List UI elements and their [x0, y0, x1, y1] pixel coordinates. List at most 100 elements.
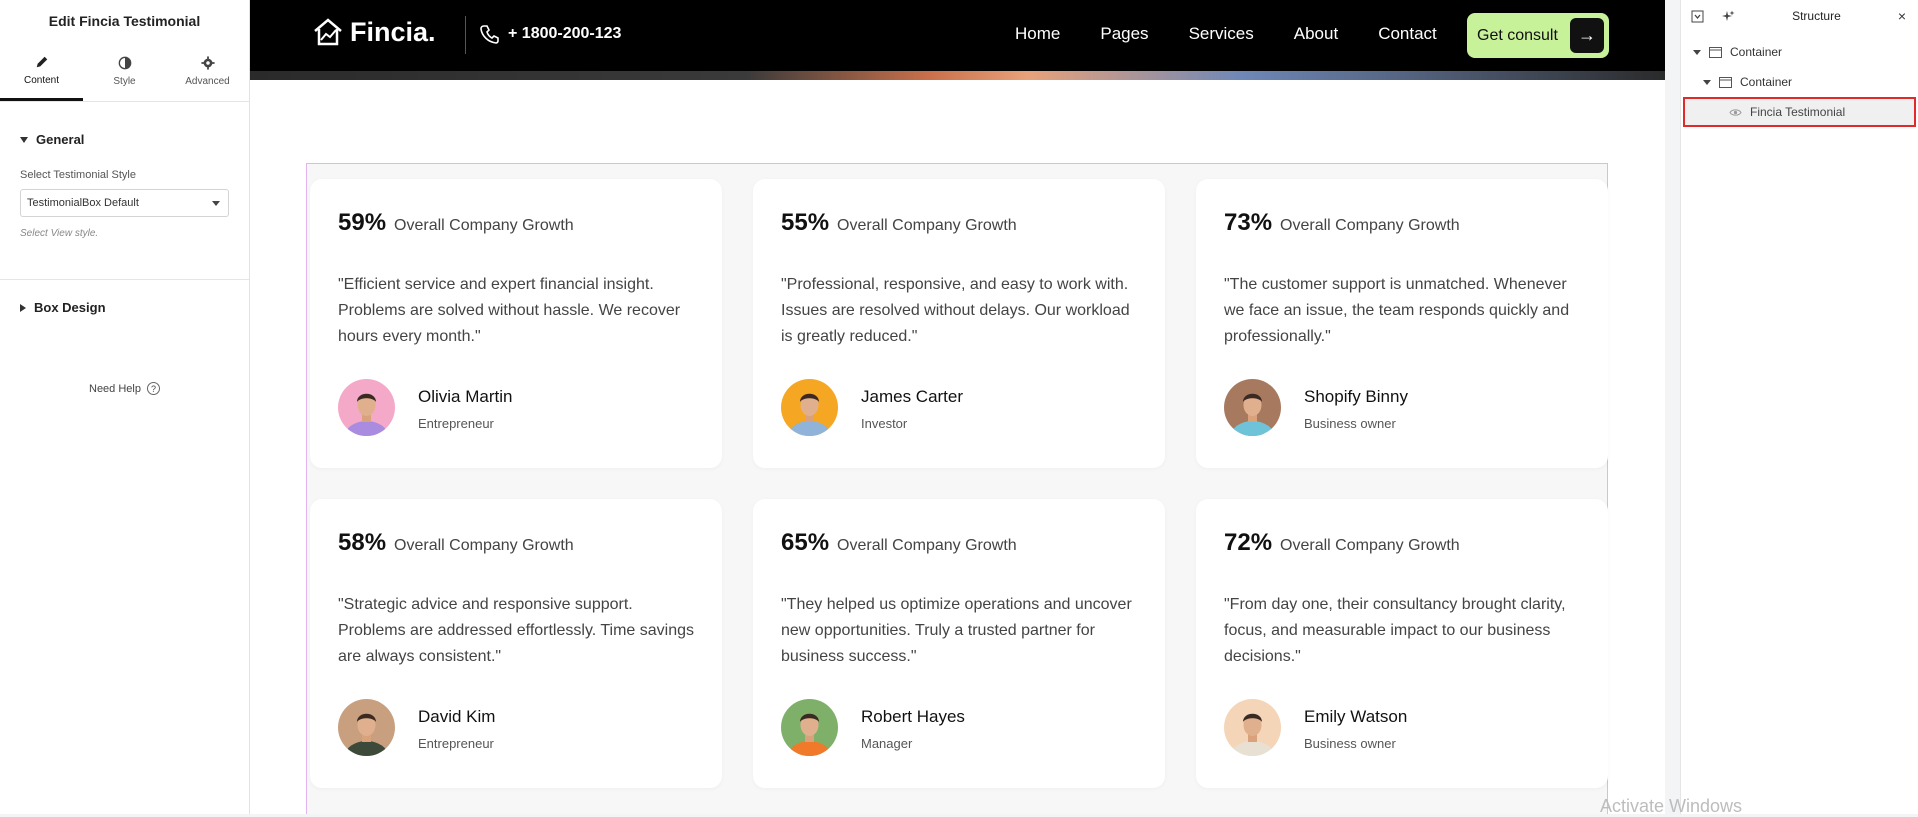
testimonial-quote: "Efficient service and expert financial … [338, 276, 681, 345]
person-info: Olivia Martin Entrepreneur [418, 387, 512, 431]
growth-value: 55% [781, 209, 830, 236]
testimonial-quote: "The customer support is unmatched. When… [1224, 276, 1570, 345]
arrow-right-icon: → [1570, 18, 1604, 53]
get-consult-label: Get consult [1477, 26, 1558, 44]
testimonial-card: 55% Overall Company Growth "Professional… [753, 179, 1165, 468]
get-consult-button[interactable]: Get consult → [1467, 13, 1609, 58]
site-header: Fincia. + 1800-200-123 Home Pages Servic… [250, 0, 1665, 78]
general-section-label: General [36, 132, 85, 147]
caret-down-icon [1703, 79, 1711, 85]
tab-content[interactable]: Content [0, 42, 83, 101]
person-name: James Carter [861, 387, 964, 406]
hero-image-strip [250, 71, 1665, 80]
style-help-text: Select View style. [20, 228, 99, 239]
phone-icon [480, 25, 499, 44]
container-icon [1719, 76, 1732, 88]
growth-label: Overall Company Growth [1280, 217, 1460, 234]
tab-advanced[interactable]: Advanced [166, 42, 249, 101]
growth-stat: 58% Overall Company Growth [338, 529, 574, 557]
sparkle-icon[interactable] [1722, 10, 1735, 23]
growth-value: 59% [338, 209, 387, 236]
person-role: Business owner [1304, 416, 1396, 431]
tree-item-label: Fincia Testimonial [1750, 105, 1846, 119]
gear-icon [200, 56, 215, 70]
structure-panel: Structure × Container Container Fincia T… [1680, 0, 1918, 814]
main-nav: Home Pages Services About Contact [1015, 24, 1437, 44]
need-help-link[interactable]: Need Help ? [0, 382, 249, 395]
testimonial-quote: "They helped us optimize operations and … [781, 596, 1132, 665]
site-logo[interactable]: Fincia. [312, 16, 436, 48]
caret-right-icon [20, 303, 26, 312]
eye-widget-icon [1729, 108, 1742, 116]
windows-activation-watermark: Activate Windows [1600, 796, 1743, 816]
collapse-all-icon[interactable] [1691, 10, 1704, 23]
nav-services[interactable]: Services [1188, 24, 1254, 43]
growth-stat: 72% Overall Company Growth [1224, 529, 1460, 557]
house-chart-icon [314, 18, 342, 46]
person-role: Investor [861, 416, 908, 431]
person-info: Shopify Binny Business owner [1304, 387, 1408, 431]
testimonial-quote: "Strategic advice and responsive support… [338, 596, 695, 665]
half-circle-icon [118, 56, 131, 70]
nav-home[interactable]: Home [1015, 24, 1061, 43]
tree-item-fincia-testimonial[interactable]: Fincia Testimonial [1683, 97, 1916, 127]
growth-value: 72% [1224, 529, 1273, 556]
growth-stat: 55% Overall Company Growth [781, 209, 1017, 237]
editor-panel: Edit Fincia Testimonial Content Style Ad… [0, 0, 250, 814]
tree-item-container[interactable]: Container [1681, 37, 1918, 67]
testimonial-card: 73% Overall Company Growth "The customer… [1196, 179, 1608, 468]
growth-stat: 73% Overall Company Growth [1224, 209, 1460, 237]
structure-title: Structure [1792, 9, 1841, 23]
pencil-icon [36, 56, 47, 67]
site-logo-text: Fincia. [350, 16, 436, 47]
phone-link[interactable]: + 1800-200-123 [480, 24, 621, 44]
person-info: Emily Watson Business owner [1304, 707, 1407, 751]
header-divider [465, 16, 466, 54]
person-name: David Kim [418, 707, 496, 726]
person-role: Entrepreneur [418, 416, 494, 431]
need-help-label: Need Help [89, 382, 141, 395]
avatar [1224, 699, 1281, 756]
person-name: Olivia Martin [418, 387, 513, 406]
nav-about[interactable]: About [1293, 24, 1339, 43]
growth-label: Overall Company Growth [394, 537, 574, 554]
growth-stat: 65% Overall Company Growth [781, 529, 1017, 557]
container-icon [1709, 46, 1722, 58]
help-icon: ? [146, 382, 160, 395]
chevron-down-icon [212, 200, 220, 206]
growth-value: 58% [338, 529, 387, 556]
close-icon[interactable]: × [1897, 8, 1906, 24]
testimonial-style-select[interactable]: TestimonialBox Default [20, 189, 229, 217]
testimonial-card: 58% Overall Company Growth "Strategic ad… [310, 499, 722, 788]
testimonial-card: 72% Overall Company Growth "From day one… [1196, 499, 1608, 788]
person-role: Entrepreneur [418, 736, 494, 751]
editor-title: Edit Fincia Testimonial [48, 13, 201, 29]
tab-content-label: Content [23, 74, 60, 86]
person-name: Emily Watson [1304, 707, 1408, 726]
person-info: James Carter Investor [861, 387, 963, 431]
caret-down-icon [1693, 49, 1701, 55]
growth-label: Overall Company Growth [837, 217, 1017, 234]
growth-label: Overall Company Growth [837, 537, 1017, 554]
general-section-toggle[interactable]: General [0, 132, 249, 147]
growth-value: 65% [781, 529, 830, 556]
person-info: Robert Hayes Manager [861, 707, 965, 751]
tab-style-label: Style [113, 76, 136, 87]
tree-item-container-nested[interactable]: Container [1681, 67, 1918, 97]
box-design-section-toggle[interactable]: Box Design [0, 300, 249, 315]
person-name: Robert Hayes [861, 707, 965, 726]
growth-stat: 59% Overall Company Growth [338, 209, 574, 237]
box-design-section-label: Box Design [34, 300, 106, 315]
editor-tabs: Content Style Advanced [0, 42, 249, 102]
person-role: Manager [861, 736, 913, 751]
caret-down-icon [20, 136, 28, 143]
tab-style[interactable]: Style [83, 42, 166, 101]
preview-canvas: Fincia. + 1800-200-123 Home Pages Servic… [250, 0, 1665, 814]
testimonial-card: 65% Overall Company Growth "They helped … [753, 499, 1165, 788]
phone-number: + 1800-200-123 [508, 25, 622, 42]
nav-pages[interactable]: Pages [1100, 24, 1149, 43]
avatar [338, 379, 395, 436]
avatar [1224, 379, 1281, 436]
nav-contact[interactable]: Contact [1378, 24, 1437, 43]
testimonial-widget[interactable]: 59% Overall Company Growth "Efficient se… [306, 163, 1608, 814]
